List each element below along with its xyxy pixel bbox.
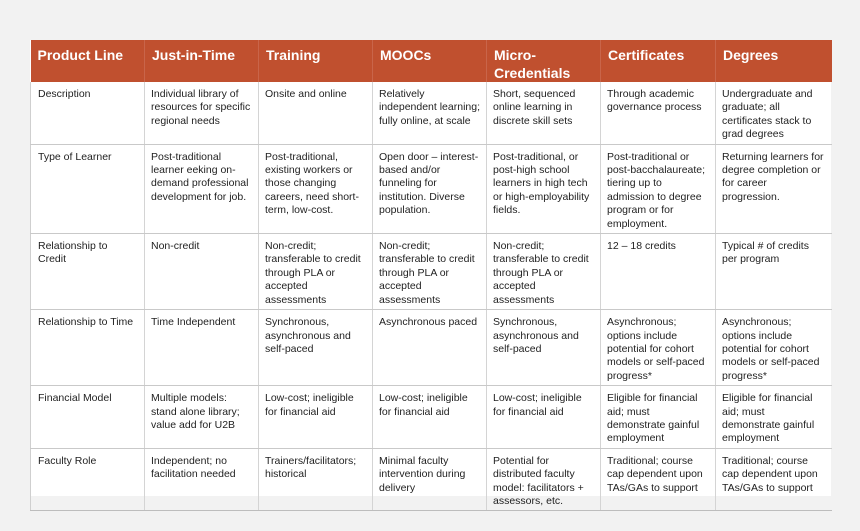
table-cell: Short, sequenced online learning in disc… (486, 82, 601, 145)
table-cell: Traditional; course cap dependent upon T… (715, 448, 832, 512)
table-cell: Eligible for financial aid; must demonst… (715, 385, 832, 449)
header-micro-credentials: Micro- Credentials (486, 40, 601, 82)
table-row: Faculty Role Independent; no facilitatio… (30, 448, 832, 512)
table-cell: Undergraduate and graduate; all certific… (715, 82, 832, 145)
table-cell: Post-traditional, or post-high school le… (486, 144, 601, 235)
table-cell: Synchronous, asynchronous and self-paced (258, 309, 373, 387)
table-row: Financial Model Multiple models: stand a… (30, 385, 832, 449)
header-product-line: Product Line (30, 40, 145, 82)
header-training: Training (258, 40, 373, 82)
table-cell: Multiple models: stand alone library; va… (144, 385, 259, 449)
table-cell: Relatively independent learning; fully o… (372, 82, 487, 145)
row-header-financial-model: Financial Model (30, 385, 145, 449)
table-cell: Individual library of resources for spec… (144, 82, 259, 145)
row-header-relationship-to-time: Relationship to Time (30, 309, 145, 387)
table-cell: Potential for distributed faculty model:… (486, 448, 601, 512)
table-row: Type of Learner Post-traditional learner… (30, 144, 832, 235)
table-cell: Eligible for financial aid; must demonst… (600, 385, 716, 449)
table-cell: Synchronous, asynchronous and self-paced (486, 309, 601, 387)
row-header-description: Description (30, 82, 145, 145)
table-cell: Traditional; course cap dependent upon T… (600, 448, 716, 512)
product-line-table-container: Product Line Just-in-Time Training MOOCs… (30, 40, 832, 512)
table-cell: Asynchronous; options include potential … (715, 309, 832, 387)
table-cell: Through academic governance process (600, 82, 716, 145)
table-cell: Low-cost; ineligible for financial aid (372, 385, 487, 449)
table-cell: Non-credit (144, 233, 259, 311)
table-cell: Typical # of credits per program (715, 233, 832, 311)
table-cell: Time Independent (144, 309, 259, 387)
table-cell: Non-credit; transferable to credit throu… (486, 233, 601, 311)
header-just-in-time: Just-in-Time (144, 40, 259, 82)
row-header-type-of-learner: Type of Learner (30, 144, 145, 235)
row-header-relationship-to-credit: Relationship to Credit (30, 233, 145, 311)
table-cell: Low-cost; ineligible for financial aid (486, 385, 601, 449)
table-row: Relationship to Credit Non-credit Non-cr… (30, 233, 832, 311)
table-cell: Returning learners for degree completion… (715, 144, 832, 235)
table-cell: Open door – interest-based and/or funnel… (372, 144, 487, 235)
header-certificates: Certificates (600, 40, 716, 82)
table-row: Relationship to Time Time Independent Sy… (30, 309, 832, 387)
header-micro-credentials-label: Micro- Credentials (494, 47, 571, 81)
header-degrees: Degrees (715, 40, 832, 82)
product-line-table: Product Line Just-in-Time Training MOOCs… (30, 40, 832, 512)
table-cell: Independent; no facilitation needed (144, 448, 259, 512)
table-cell: Asynchronous paced (372, 309, 487, 387)
header-moocs: MOOCs (372, 40, 487, 82)
table-cell: Post-traditional learner eeking on-deman… (144, 144, 259, 235)
table-cell: Minimal faculty intervention during deli… (372, 448, 487, 512)
table-header-row: Product Line Just-in-Time Training MOOCs… (30, 40, 832, 82)
table-cell: Asynchronous; options include potential … (600, 309, 716, 387)
table-cell: Onsite and online (258, 82, 373, 145)
row-header-faculty-role: Faculty Role (30, 448, 145, 512)
table-cell: Low-cost; ineligible for financial aid (258, 385, 373, 449)
table-cell: 12 – 18 credits (600, 233, 716, 311)
table-cell: Non-credit; transferable to credit throu… (258, 233, 373, 311)
table-cell: Non-credit; transferable to credit throu… (372, 233, 487, 311)
table-cell: Trainers/facilitators; historical (258, 448, 373, 512)
table-cell: Post-traditional or post-bacchalaureate;… (600, 144, 716, 235)
table-cell: Post-traditional, existing workers or th… (258, 144, 373, 235)
table-row: Description Individual library of resour… (30, 82, 832, 145)
